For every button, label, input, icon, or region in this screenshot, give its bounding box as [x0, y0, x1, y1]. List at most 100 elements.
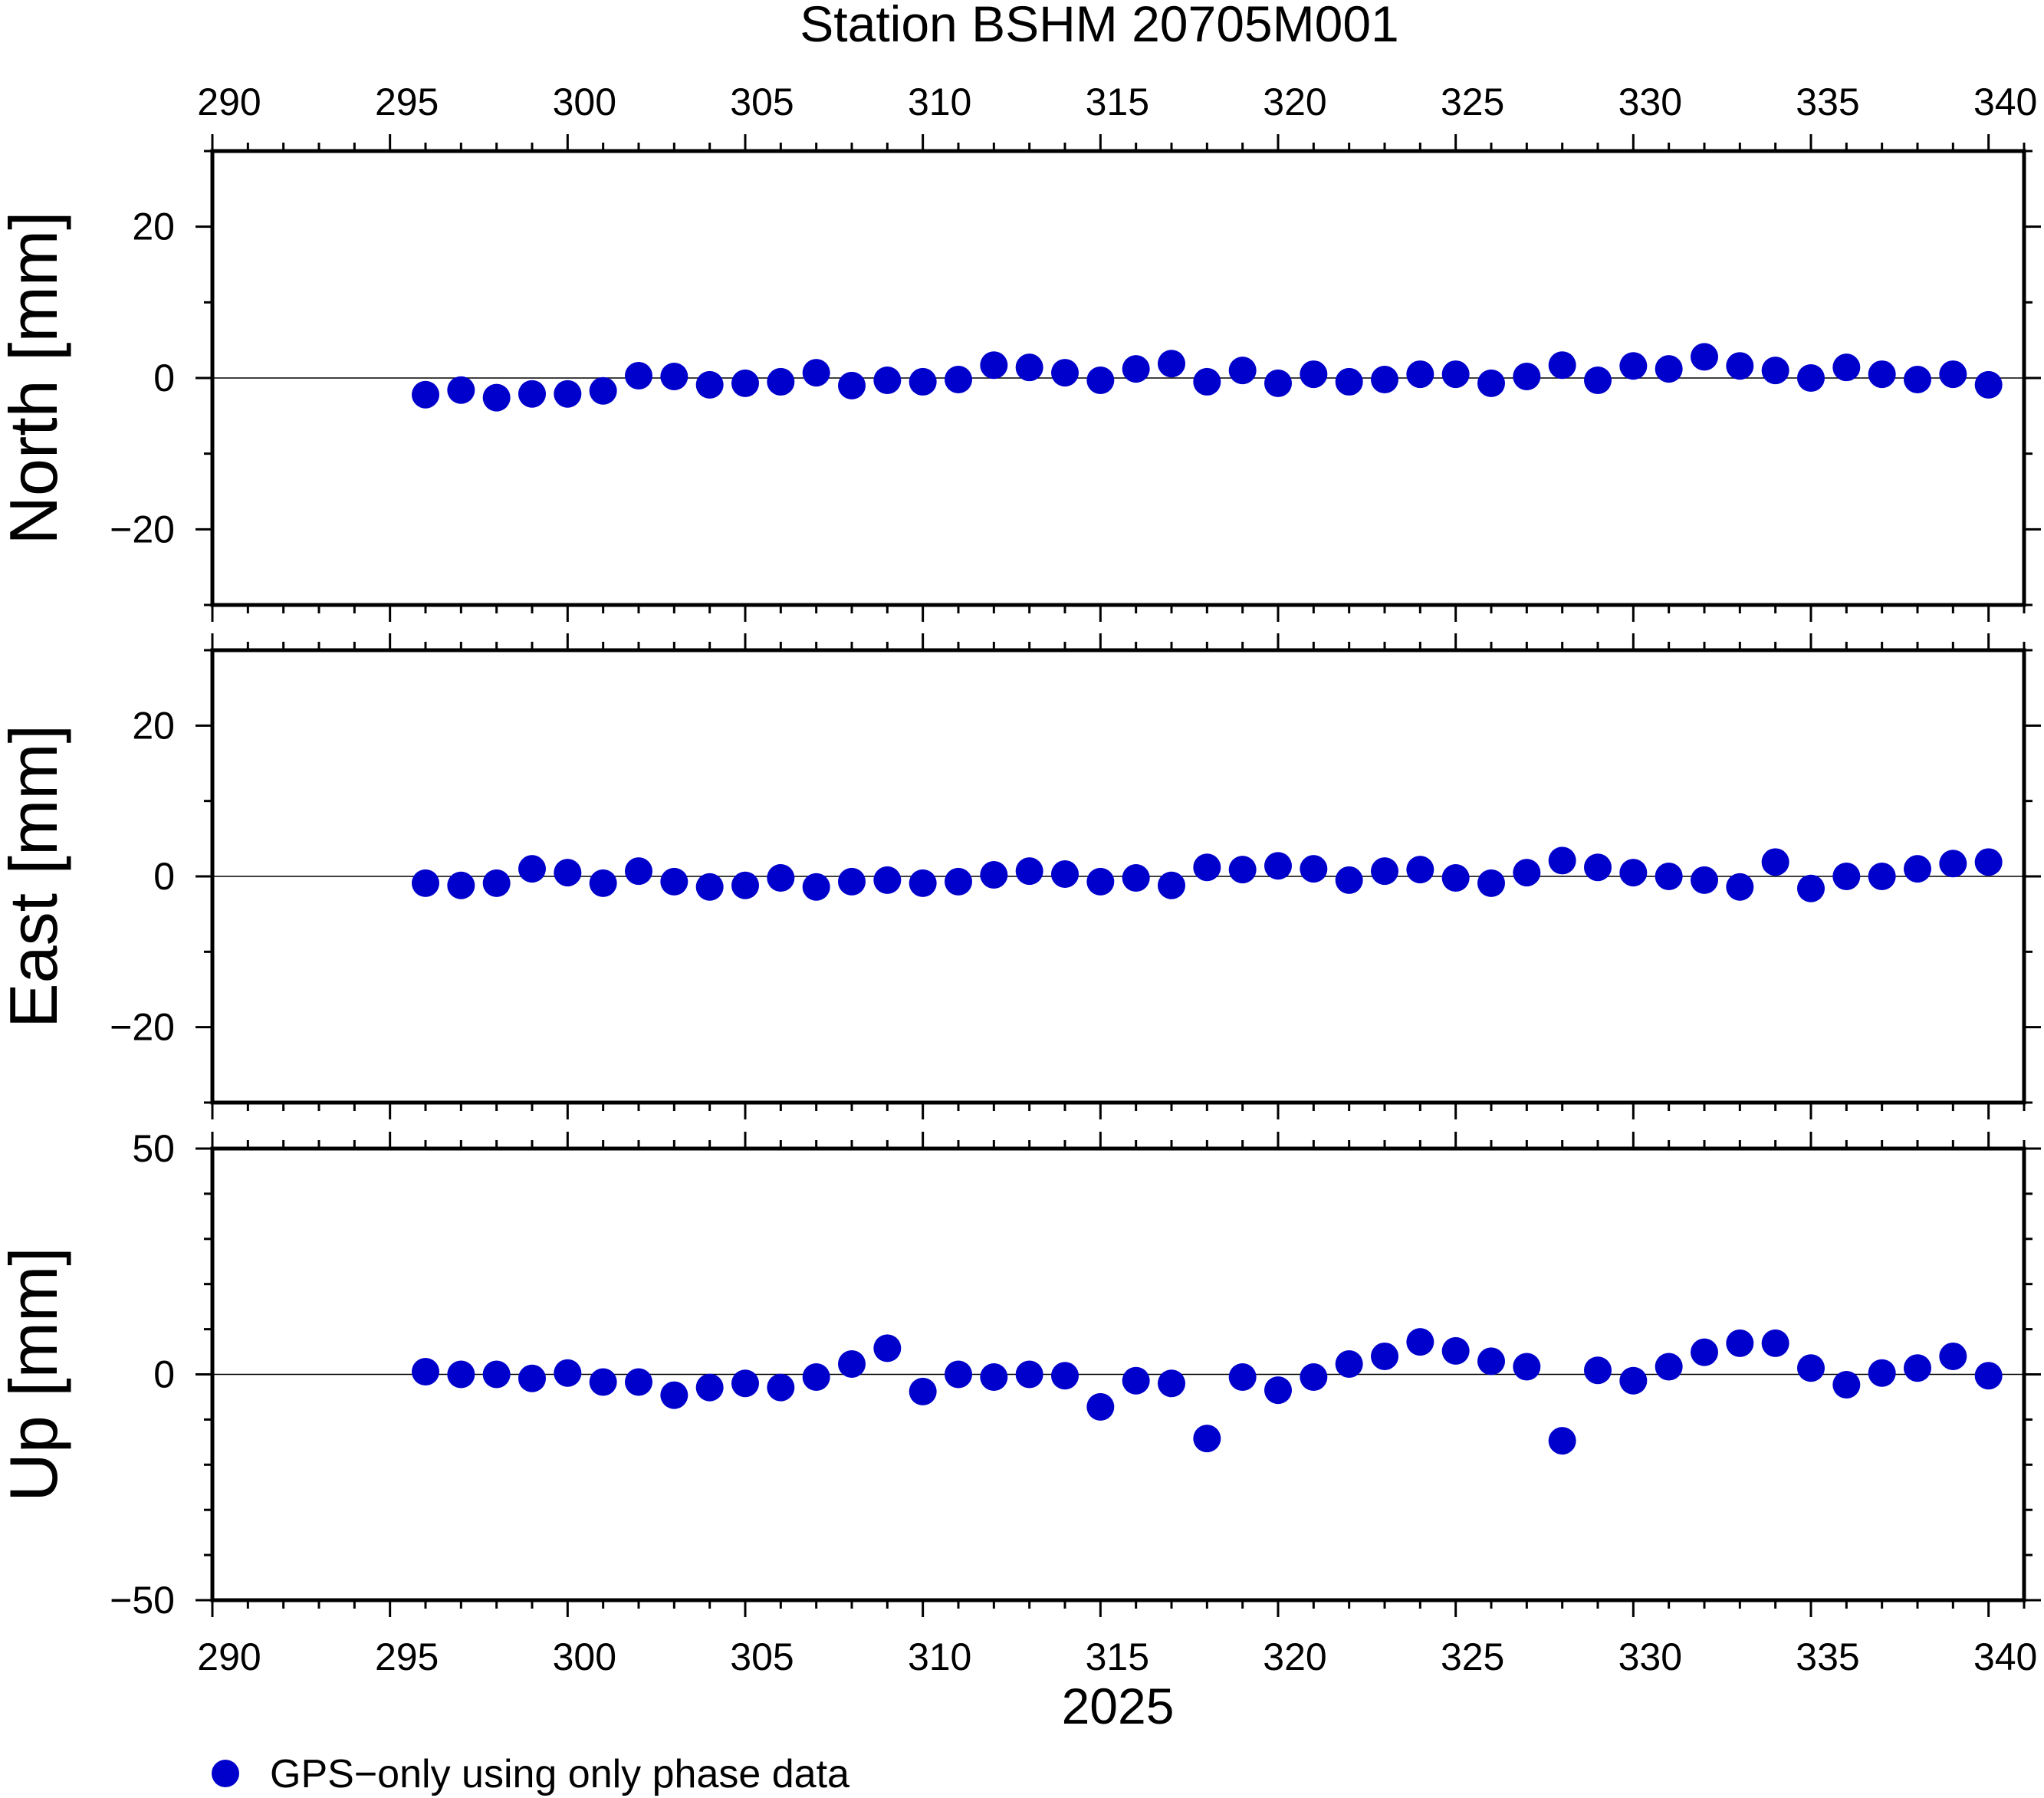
data-point [1513, 1353, 1541, 1381]
top-x-tick-label: 330 [1618, 81, 1682, 123]
data-point [1726, 352, 1754, 380]
bottom-x-tick-label: 310 [908, 1635, 971, 1678]
data-point [482, 1360, 511, 1389]
data-point [1904, 1354, 1931, 1382]
data-point [1193, 1425, 1221, 1453]
top-x-tick-label: 295 [375, 81, 439, 123]
data-point [1228, 1363, 1257, 1392]
data-point [1868, 360, 1896, 389]
data-point [1300, 360, 1328, 389]
data-point [554, 859, 582, 887]
chart-title: Station BSHM 20705M001 [800, 0, 1398, 52]
data-point [1726, 1329, 1754, 1357]
top-x-tick-label: 335 [1796, 81, 1859, 123]
data-point [589, 1368, 617, 1396]
data-point [1086, 366, 1115, 394]
data-point [1904, 365, 1931, 393]
data-point [695, 1373, 724, 1402]
data-point [838, 371, 866, 399]
data-point [1158, 350, 1185, 378]
data-point [1335, 367, 1363, 396]
data-point [1868, 863, 1896, 890]
data-point [518, 380, 546, 408]
data-point [518, 855, 546, 883]
data-point [447, 376, 475, 404]
data-point [1264, 1376, 1292, 1405]
y-axis-label: East [mm] [0, 725, 71, 1028]
data-point [1726, 873, 1754, 901]
data-point [1015, 1360, 1043, 1389]
y-tick-label: 0 [153, 1353, 175, 1396]
data-point [482, 383, 511, 412]
data-point [1584, 366, 1612, 394]
data-point [1655, 355, 1683, 383]
y-tick-label: 0 [153, 855, 175, 898]
data-point [1300, 1363, 1328, 1392]
data-point [554, 380, 582, 408]
data-point [1974, 848, 2003, 876]
legend-marker-icon [212, 1760, 239, 1787]
data-point [767, 1373, 795, 1402]
data-point [695, 873, 724, 901]
data-point [1797, 874, 1825, 902]
data-point [660, 1381, 688, 1409]
data-point [1548, 351, 1576, 380]
data-point [695, 370, 724, 399]
data-point [1371, 1342, 1398, 1370]
data-point [731, 369, 759, 397]
data-point [482, 869, 511, 897]
data-point [554, 1359, 582, 1387]
legend: GPS−only using only phase data [212, 1752, 849, 1796]
top-x-tick-label: 300 [553, 81, 616, 123]
top-x-tick-label: 305 [730, 81, 794, 123]
data-point [1832, 1371, 1861, 1399]
data-point [1548, 846, 1576, 875]
data-point [447, 871, 475, 899]
data-point [1122, 1366, 1150, 1395]
data-point [1477, 1347, 1505, 1376]
data-point [1797, 1354, 1825, 1382]
data-point [1974, 1362, 2003, 1390]
top-x-tick-label: 310 [908, 81, 971, 123]
panel-frame [210, 149, 2026, 607]
bottom-x-tick-label: 340 [1973, 1635, 2037, 1678]
data-point [1193, 367, 1221, 396]
bottom-x-tick-label: 320 [1263, 1635, 1326, 1678]
data-point [1335, 1349, 1363, 1378]
panels: −20 0 20 North [mm] −20 0 20 East [mm] −50 0 50 Up … [0, 149, 2041, 1622]
data-point [1441, 863, 1470, 892]
bottom-x-tick-label: 330 [1618, 1635, 1682, 1678]
data-point [1051, 359, 1079, 387]
y-tick-label: −20 [110, 508, 175, 551]
data-point [625, 857, 652, 886]
bottom-x-axis: 290 295 300 305 310 315 320 325 330 335 340 [197, 1600, 2037, 1678]
data-point [945, 867, 972, 896]
data-point [1086, 1392, 1115, 1421]
data-point [873, 866, 902, 894]
data-point [625, 1368, 652, 1396]
data-point [1477, 369, 1505, 397]
data-point [1939, 360, 1967, 389]
data-point [412, 1357, 439, 1385]
data-point [625, 362, 652, 390]
data-point [838, 1349, 866, 1378]
data-point [1122, 863, 1150, 892]
data-point [1513, 859, 1541, 887]
data-point [1513, 363, 1541, 391]
data-point [873, 1334, 902, 1362]
data-point [589, 376, 617, 405]
data-point [1015, 857, 1043, 886]
data-point [767, 367, 795, 396]
data-point [1477, 869, 1505, 897]
data-point [1228, 357, 1257, 385]
bottom-x-tick-label: 325 [1441, 1635, 1504, 1678]
data-point [1051, 1362, 1079, 1390]
data-point [1761, 357, 1789, 385]
bottom-x-tick-label: 290 [197, 1635, 261, 1678]
bottom-x-tick-label: 295 [375, 1635, 439, 1678]
data-point [802, 359, 830, 387]
panel-up: −50 0 50 Up [mm] [0, 1127, 2041, 1622]
data-point [1122, 355, 1150, 383]
data-point [1264, 852, 1292, 880]
data-point [1655, 1353, 1683, 1381]
